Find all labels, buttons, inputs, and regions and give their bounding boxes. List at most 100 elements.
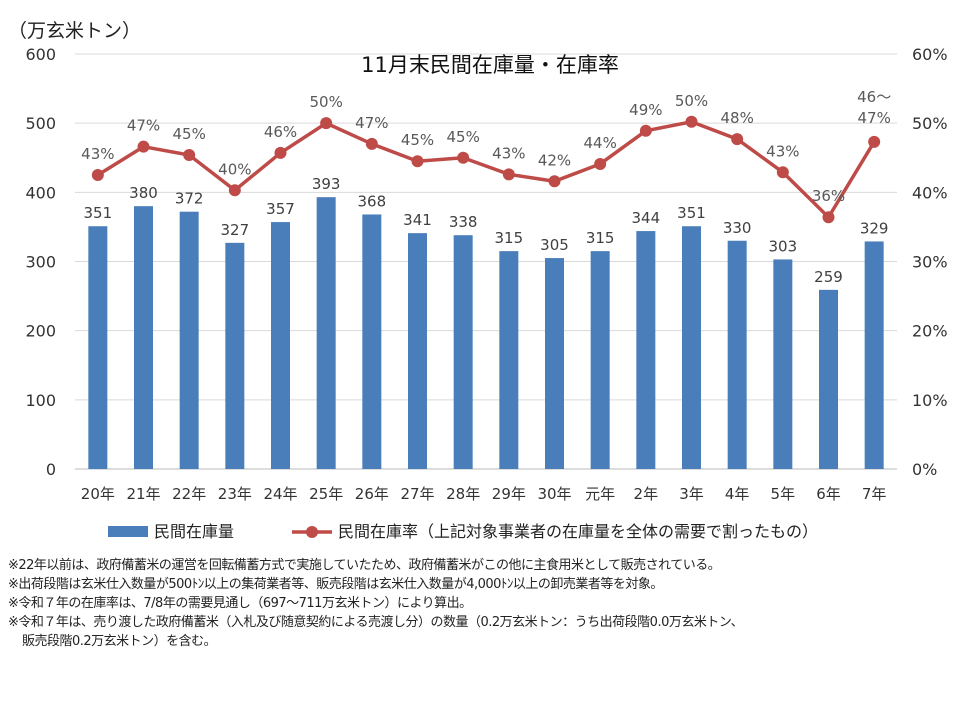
bar (682, 226, 701, 469)
bar-data-label: 305 (540, 236, 569, 254)
bar-data-label: 330 (723, 219, 752, 237)
line-point (548, 175, 561, 188)
bar-data-label: 303 (769, 237, 798, 255)
note-4: ※令和７年は、売り渡した政府備蓄米（入札及び随意契約による売渡し分）の数量（0.… (8, 615, 744, 630)
x-tick-label: 22年 (172, 485, 206, 503)
y-tick-label: 300 (25, 253, 56, 272)
y-tick-label: 200 (25, 322, 56, 341)
bar-data-label: 315 (586, 229, 615, 247)
line-point (137, 140, 150, 153)
legend-line-marker (306, 526, 318, 538)
bar-data-label: 351 (84, 204, 113, 222)
bar-data-label: 259 (814, 268, 843, 286)
line-data-label: 47% (857, 109, 890, 127)
line-data-label: 43% (766, 142, 799, 160)
bar (773, 259, 793, 469)
x-tick-label: 3年 (679, 485, 704, 503)
bar-data-label: 338 (449, 213, 478, 231)
bar (727, 240, 747, 469)
line-point (411, 155, 424, 168)
chart-title: 11月末民間在庫量・在庫率 (361, 53, 619, 77)
y2-tick-label: 0% (912, 460, 937, 479)
x-tick-label: 27年 (400, 485, 434, 503)
bar-data-label: 351 (677, 204, 706, 222)
y-axis-unit-label: （万玄米トン） (8, 20, 142, 42)
x-tick-label: 24年 (263, 485, 297, 503)
bar (864, 241, 884, 469)
line-data-label: 40% (218, 160, 251, 178)
line-data-label-prefix: 46～ (857, 88, 891, 106)
line-data-label: 47% (355, 114, 388, 132)
line-point (91, 169, 104, 182)
bar (179, 211, 199, 469)
x-tick-label: 30年 (537, 485, 571, 503)
line-data-label: 36% (812, 187, 845, 205)
x-tick-label: 4年 (725, 485, 750, 503)
line-data-label: 43% (81, 145, 114, 163)
notes: ※22年以前は、政府備蓄米の運営を回転備蓄方式で実施していたため、政府備蓄米がこ… (8, 556, 744, 651)
line-data-label: 49% (629, 101, 662, 119)
bar-data-label: 393 (312, 175, 341, 193)
line-data-label: 46% (264, 123, 297, 141)
bar (499, 251, 519, 469)
bar (545, 258, 564, 469)
y2-tick-label: 20% (912, 322, 948, 341)
legend-line-label: 民間在庫率（上記対象事業者の在庫量を全体の需要で割ったもの） (338, 522, 818, 541)
x-tick-label: 20年 (81, 485, 115, 503)
bar (408, 233, 427, 469)
bar-data-label: 380 (129, 184, 158, 202)
line-data-label: 45% (446, 128, 479, 146)
note-2: ※出荷段階は玄米仕入数量が500ﾄﾝ以上の集荷業者等、販売段階は玄米仕入数量が4… (8, 577, 663, 592)
bar (819, 289, 838, 469)
line-data-label: 50% (675, 92, 708, 110)
bar-data-label: 315 (495, 229, 524, 247)
bar-data-label: 368 (358, 192, 387, 210)
x-tick-label: 25年 (309, 485, 343, 503)
bar (225, 242, 245, 469)
y2-tick-label: 50% (912, 114, 948, 133)
y2-tick-label: 40% (912, 183, 948, 202)
bar (453, 235, 473, 469)
x-tick-label: 23年 (218, 485, 252, 503)
line-data-label: 42% (538, 151, 571, 169)
x-tick-label: 7年 (862, 485, 887, 503)
line-data-label: 45% (172, 125, 205, 143)
line-point (365, 137, 378, 150)
line-point (731, 133, 744, 146)
bar (316, 197, 336, 470)
bar-data-label: 341 (403, 211, 432, 229)
line-point (594, 157, 607, 170)
line-data-label: 48% (720, 109, 753, 127)
y2-tick-label: 60% (912, 45, 948, 64)
line-data-label: 45% (401, 131, 434, 149)
bar-data-label: 357 (266, 200, 295, 218)
line-data-label: 44% (583, 134, 616, 152)
bar (88, 226, 108, 469)
x-tick-label: 元年 (585, 485, 615, 503)
bar-data-label: 329 (860, 219, 889, 237)
line-point (274, 146, 287, 159)
bar-data-label: 372 (175, 190, 204, 208)
line-point (320, 117, 333, 130)
note-4-cont: 販売段階0.2万玄米トン）を含む。 (22, 634, 217, 649)
bar (636, 231, 656, 469)
line-point (502, 168, 515, 181)
line-point (639, 124, 652, 137)
y-tick-label: 100 (25, 391, 56, 410)
line-point (457, 151, 470, 164)
note-3: ※令和７年の在庫率は、7/8年の需要見通し（697～711万玄米トン）により算出… (8, 596, 472, 611)
bar (271, 222, 290, 469)
y-tick-label: 0 (46, 460, 56, 479)
x-tick-label: 21年 (126, 485, 160, 503)
line-point (183, 148, 196, 161)
line-point (776, 166, 789, 179)
y2-tick-label: 30% (912, 253, 948, 272)
line-series (96, 119, 876, 221)
line-data-label: 50% (309, 93, 342, 111)
line-point (685, 115, 698, 128)
x-tick-label: 2年 (634, 485, 659, 503)
bar-data-label: 344 (632, 209, 661, 227)
bar (362, 214, 382, 469)
x-tick-label: 6年 (816, 485, 841, 503)
